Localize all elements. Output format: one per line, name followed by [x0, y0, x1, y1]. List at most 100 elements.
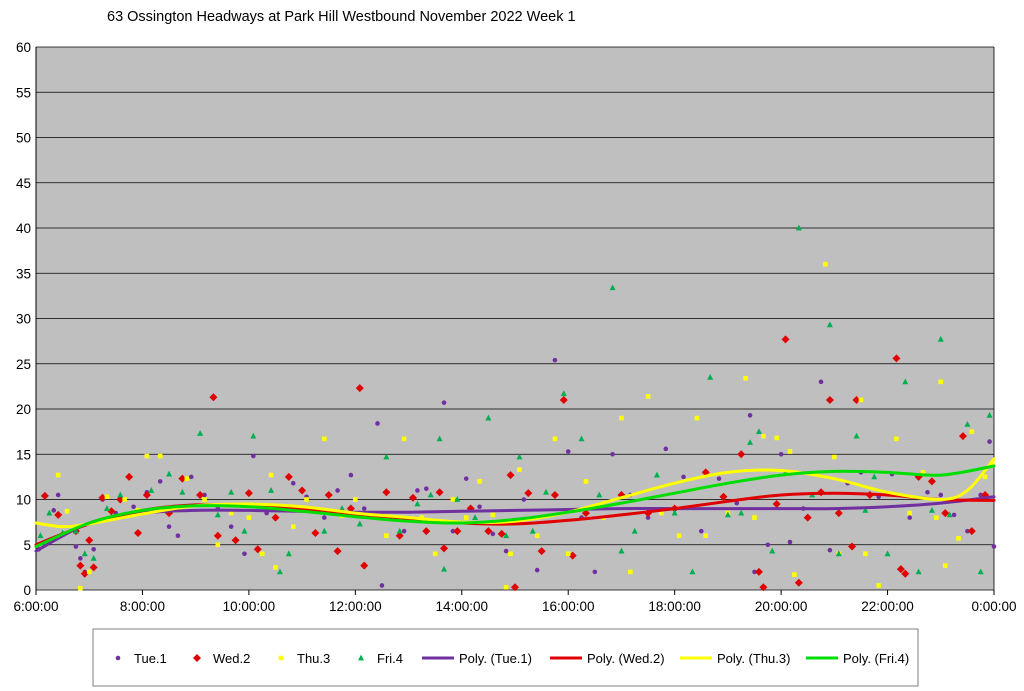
legend-item: Poly. (Wed.2) [550, 651, 665, 666]
x-tick-label: 10:00:00 [223, 599, 276, 614]
data-point [441, 565, 448, 572]
legend-item: Thu.3 [278, 651, 330, 666]
data-point [360, 561, 369, 570]
data-point [716, 476, 722, 481]
data-point [871, 473, 878, 480]
data-point [422, 527, 431, 536]
legend-marker [193, 654, 201, 662]
y-tick-label: 5 [23, 538, 31, 553]
data-point [432, 551, 438, 557]
data-point [213, 531, 222, 540]
data-point [408, 493, 417, 502]
data-point [477, 504, 482, 510]
data-point [967, 527, 976, 536]
data-point [401, 528, 407, 534]
data-point [73, 544, 79, 549]
data-point [596, 491, 603, 498]
data-point [321, 527, 328, 534]
data-point [946, 511, 953, 518]
legend-label: Tue.1 [134, 651, 167, 666]
data-point [231, 536, 240, 545]
data-point [290, 480, 296, 486]
data-point [472, 514, 479, 520]
data-point [951, 512, 957, 518]
data-point [64, 508, 70, 514]
data-point [166, 524, 172, 529]
data-point [244, 489, 253, 498]
data-point [803, 513, 812, 522]
data-point [117, 491, 124, 498]
data-point [907, 510, 913, 516]
data-point [361, 506, 367, 511]
data-point [511, 583, 519, 592]
data-point [335, 488, 340, 493]
data-point [202, 497, 207, 502]
data-point [104, 494, 110, 500]
data-point [166, 470, 173, 477]
data-point [157, 479, 163, 484]
data-point [826, 321, 833, 328]
legend-box [92, 628, 919, 687]
data-point [91, 546, 96, 552]
data-point [876, 583, 881, 588]
data-point [534, 567, 540, 573]
data-point [228, 510, 234, 516]
data-point [986, 411, 993, 418]
x-tick-label: 12:00:00 [329, 599, 382, 614]
data-point [215, 542, 221, 548]
data-point [196, 490, 205, 499]
data-point [508, 551, 513, 557]
data-point [724, 511, 731, 518]
data-point [55, 492, 61, 498]
y-tick-label: 25 [16, 357, 31, 372]
data-point [896, 565, 905, 574]
x-tick-label: 0:00:00 [971, 599, 1016, 614]
data-point [290, 524, 296, 529]
data-point [395, 531, 404, 540]
data-point [560, 390, 567, 397]
data-point [450, 528, 456, 534]
data-point [250, 432, 257, 439]
data-point [485, 414, 492, 421]
y-tick-label: 35 [16, 266, 31, 281]
data-point [818, 379, 824, 385]
trendline-Poly. (Tue.1) [34, 495, 996, 553]
data-point [503, 548, 509, 554]
data-point [40, 491, 49, 500]
data-point [304, 497, 309, 502]
y-tick-label: 50 [16, 131, 31, 146]
data-point [253, 545, 262, 554]
data-point [506, 471, 515, 480]
gridlines [35, 46, 995, 591]
data-point [214, 511, 221, 518]
data-point [55, 472, 61, 478]
data-point [834, 509, 843, 518]
data-point [734, 500, 740, 506]
data-point [755, 428, 762, 435]
data-point [991, 544, 997, 549]
data-point [103, 505, 110, 511]
data-point [321, 436, 327, 442]
x-tick-label: 8:00:00 [120, 599, 165, 614]
y-tick-label: 45 [16, 176, 31, 191]
data-point [565, 551, 571, 557]
data-point [863, 551, 868, 557]
data-point [938, 379, 944, 385]
data-point [738, 509, 745, 516]
data-point [671, 509, 678, 516]
data-point [339, 505, 346, 511]
data-point [441, 400, 447, 405]
data-point [772, 500, 781, 509]
data-point [477, 479, 482, 484]
data-point [209, 393, 218, 402]
data-point [792, 572, 797, 577]
data-point [618, 547, 625, 554]
data-point [202, 492, 207, 498]
data-point [521, 497, 527, 502]
data-point [271, 513, 280, 522]
legend-item: Poly. (Fri.4) [806, 651, 909, 666]
data-point [964, 420, 971, 427]
legend: Tue.1 Wed.2 Thu.3 Fri.4 Poly. (Tue.1) Poly. (… [92, 628, 919, 687]
data-point [435, 488, 444, 497]
legend-marker [278, 655, 284, 661]
